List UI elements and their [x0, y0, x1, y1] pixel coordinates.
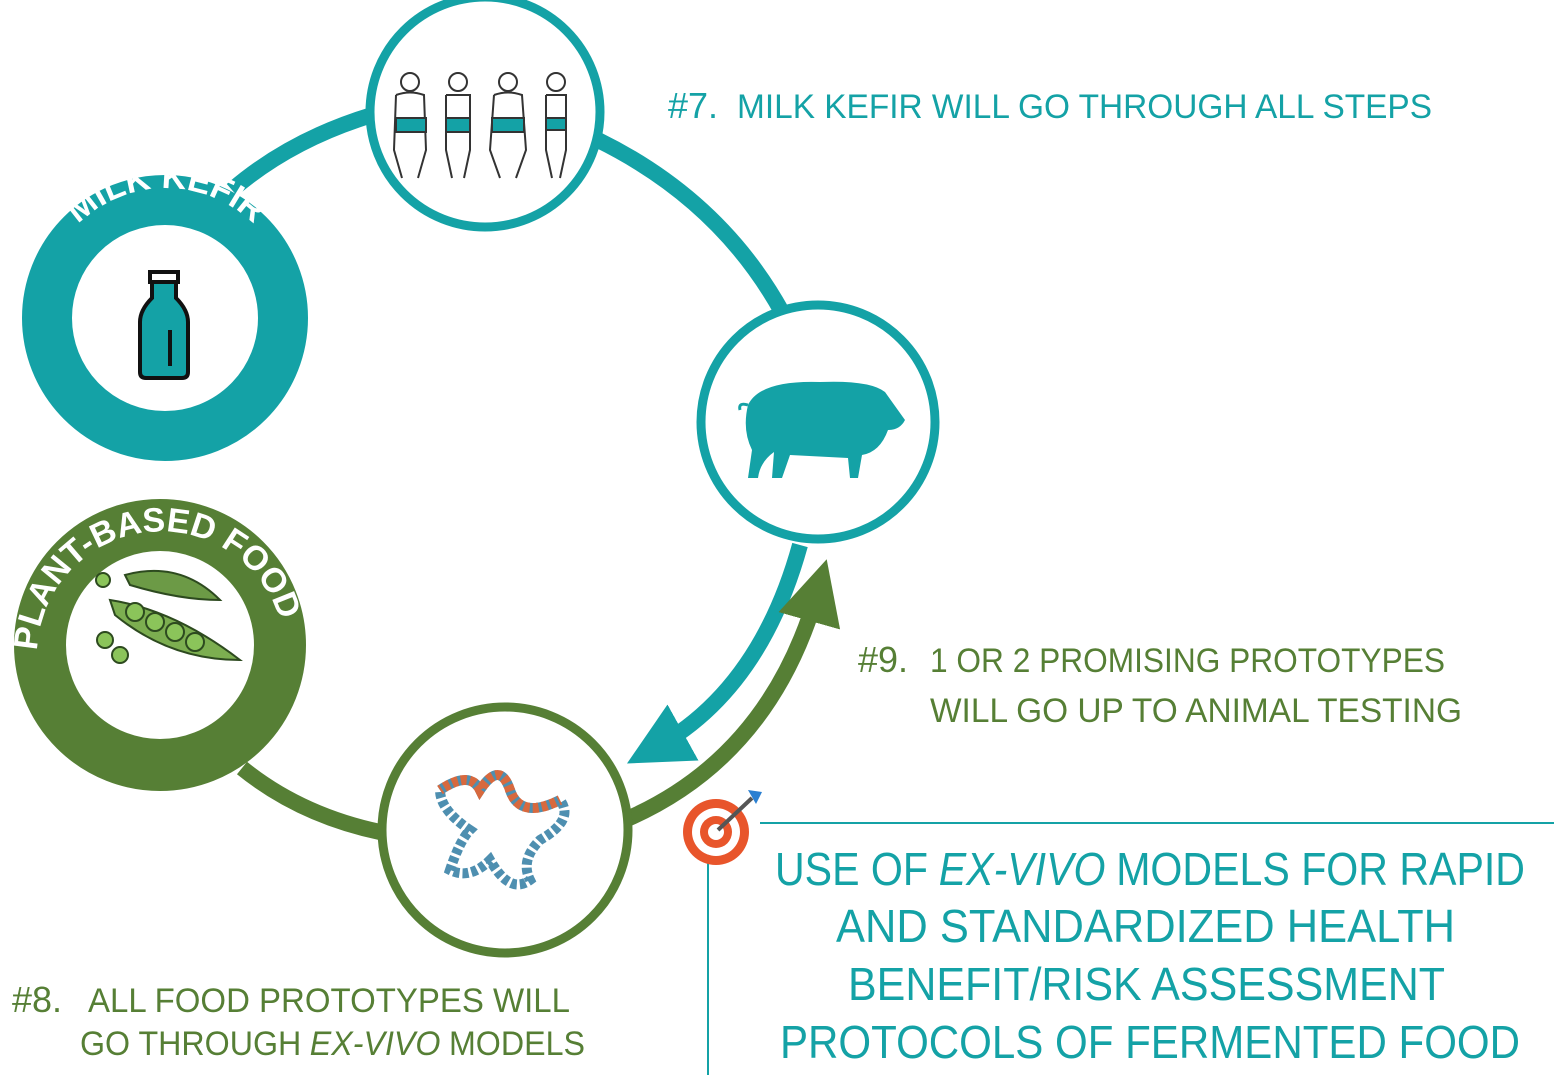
text-segment: MILK KEFIR WILL GO THROUGH ALL STEPS — [737, 88, 1432, 126]
peas-icon — [95, 569, 243, 664]
step-number: #7. — [668, 85, 718, 126]
people-icon — [392, 72, 567, 179]
step-number: #8. — [12, 979, 62, 1020]
goal-text: AND STANDARDIZED HEALTH — [836, 900, 1455, 952]
text-segment: USE OF — [775, 843, 928, 895]
arrow — [616, 559, 841, 830]
step-text: GO THROUGHEX-VIVOMODELS — [80, 1025, 585, 1063]
text-segment: ALL FOOD PROTOTYPES WILL — [88, 982, 570, 1020]
goal-text: PROTOCOLS OF FERMENTED FOOD — [780, 1016, 1520, 1068]
step-text: ALL FOOD PROTOTYPES WILL — [88, 982, 570, 1020]
text-segment: WILL GO UP TO ANIMAL TESTING — [930, 692, 1462, 730]
goal-text: USE OFEX-VIVOMODELS FOR RAPID — [775, 843, 1525, 895]
text-segment: MODELS FOR RAPID — [1116, 843, 1525, 895]
arrow — [626, 542, 808, 764]
step-8: #8. ALL FOOD PROTOTYPES WILL GO THROUGHE… — [12, 979, 585, 1063]
ex-vivo-circle — [377, 702, 633, 958]
pig-icon — [738, 381, 905, 478]
text-segment: MODELS — [449, 1025, 585, 1063]
dna-icon — [434, 770, 570, 890]
goal-text: BENEFIT/RISK ASSESSMENT — [848, 958, 1445, 1010]
text-segment: GO THROUGH — [80, 1025, 301, 1063]
text-segment: EX-VIVO — [310, 1025, 441, 1063]
cycle-arc — [594, 132, 789, 316]
bottle-icon — [138, 270, 190, 380]
step-7: #7. MILK KEFIR WILL GO THROUGH ALL STEPS — [668, 85, 1432, 126]
goal-box: USE OFEX-VIVOMODELS FOR RAPID AND STANDA… — [683, 790, 1554, 1075]
step-text: 1 OR 2 PROMISING PROTOTYPES — [930, 642, 1445, 680]
text-segment: 1 OR 2 PROMISING PROTOTYPES — [930, 642, 1445, 680]
cycle-arc — [226, 107, 375, 197]
text-segment: AND STANDARDIZED HEALTH — [836, 900, 1455, 952]
text-segment: EX-VIVO — [939, 843, 1106, 895]
cycle-arc — [236, 761, 382, 840]
step-text: MILK KEFIR WILL GO THROUGH ALL STEPS — [737, 88, 1432, 126]
step-text: WILL GO UP TO ANIMAL TESTING — [930, 692, 1462, 730]
text-segment: BENEFIT/RISK ASSESSMENT — [848, 958, 1445, 1010]
human-trial-circle — [365, 0, 605, 232]
step-9: #9. 1 OR 2 PROMISING PROTOTYPES WILL GO … — [858, 639, 1462, 730]
target-icon — [683, 790, 762, 865]
step-number: #9. — [858, 639, 908, 680]
text-segment: PROTOCOLS OF FERMENTED FOOD — [780, 1016, 1520, 1068]
